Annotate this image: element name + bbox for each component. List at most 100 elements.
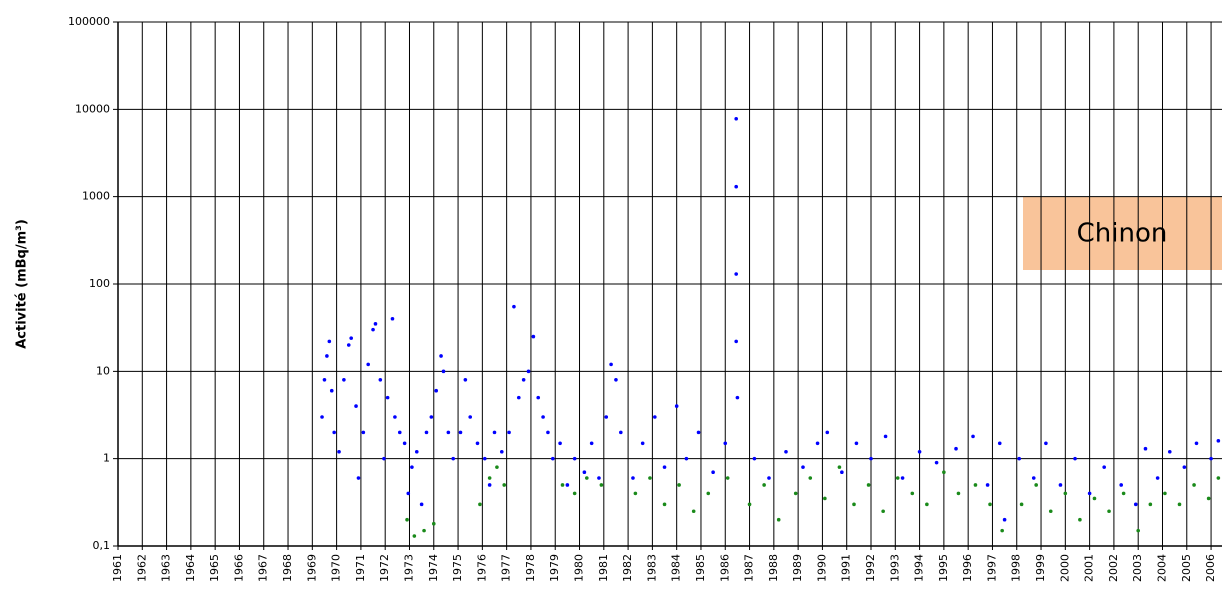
x-tick-label: 1980	[573, 554, 586, 582]
point	[706, 491, 711, 496]
x-tick-label: 1965	[208, 554, 221, 582]
x-tick-label: 1981	[597, 554, 610, 582]
x-tick-label: 1995	[937, 554, 950, 582]
x-tick-label: 1983	[645, 554, 658, 582]
point	[823, 496, 827, 501]
point	[361, 430, 366, 435]
point	[1216, 476, 1221, 480]
point	[458, 430, 463, 435]
y-axis-label: Activité (mBq/m³)	[15, 219, 30, 349]
point	[565, 483, 570, 487]
x-tick-label: 2002	[1107, 554, 1120, 582]
point	[662, 465, 667, 469]
point	[487, 476, 492, 480]
point	[487, 483, 492, 487]
point	[1073, 456, 1077, 461]
point	[677, 483, 681, 487]
point	[422, 528, 426, 533]
point	[674, 404, 679, 408]
point	[997, 441, 1002, 446]
point	[985, 483, 990, 487]
point	[1182, 465, 1187, 469]
point	[793, 491, 798, 496]
point	[1000, 528, 1004, 533]
point	[1017, 456, 1021, 461]
x-tick-label: 2003	[1131, 554, 1144, 582]
point	[482, 456, 487, 461]
x-tick-label: 1985	[694, 554, 707, 582]
y-tick-label: 100000	[68, 15, 110, 28]
point	[762, 483, 766, 487]
point	[609, 362, 613, 367]
point	[402, 441, 407, 446]
point	[640, 441, 645, 446]
point	[1192, 483, 1196, 487]
point	[747, 502, 752, 507]
point	[910, 491, 915, 496]
point	[451, 456, 456, 461]
point	[475, 441, 480, 446]
point	[492, 430, 497, 435]
point	[971, 434, 975, 439]
x-tick-label: 1975	[451, 554, 464, 582]
point	[840, 470, 844, 474]
point	[419, 502, 424, 507]
point	[390, 316, 395, 321]
x-tick-label: 2004	[1155, 554, 1168, 582]
point	[495, 465, 499, 469]
point	[1143, 446, 1148, 451]
y-tick-label: 1000	[82, 190, 110, 203]
point	[531, 334, 536, 339]
point	[653, 415, 657, 419]
point	[1121, 491, 1126, 496]
point	[410, 465, 414, 469]
point	[366, 362, 370, 367]
point	[752, 456, 757, 461]
x-tick-label: 1964	[184, 554, 197, 582]
point	[815, 441, 820, 446]
point	[332, 430, 336, 435]
point	[1209, 456, 1213, 461]
point	[499, 449, 504, 454]
point	[560, 483, 565, 487]
x-tick-label: 1982	[621, 554, 634, 582]
x-tick-label: 1969	[305, 554, 318, 582]
point	[956, 491, 961, 496]
point	[1119, 483, 1123, 487]
x-tick-label: 1986	[718, 554, 731, 582]
point	[1177, 502, 1182, 507]
point	[397, 430, 402, 435]
x-tick-label: 1970	[330, 554, 343, 582]
point	[589, 441, 594, 446]
point	[599, 483, 604, 487]
point	[881, 509, 885, 514]
point	[711, 470, 715, 474]
point	[502, 483, 507, 487]
x-tick-label: 1994	[913, 554, 926, 582]
point	[405, 517, 409, 522]
point	[385, 395, 390, 400]
point	[468, 415, 473, 419]
point	[1163, 491, 1167, 496]
x-tick-label: 2000	[1058, 554, 1071, 582]
point	[734, 116, 738, 121]
point	[942, 470, 946, 474]
point	[1194, 441, 1199, 446]
point	[393, 415, 397, 419]
point	[342, 377, 346, 382]
point	[1136, 528, 1140, 533]
point	[382, 456, 386, 461]
point	[734, 184, 738, 189]
point	[776, 517, 781, 522]
x-tick-label: 1990	[815, 554, 828, 582]
y-tick-label: 10	[96, 364, 110, 377]
point	[837, 465, 842, 469]
point	[349, 336, 353, 340]
y-tick-label: 100	[89, 277, 110, 290]
x-tick-label: 2006	[1204, 554, 1217, 582]
x-tick-label: 1998	[1010, 554, 1023, 582]
point	[507, 430, 511, 435]
point	[1107, 509, 1111, 514]
point	[597, 476, 601, 480]
